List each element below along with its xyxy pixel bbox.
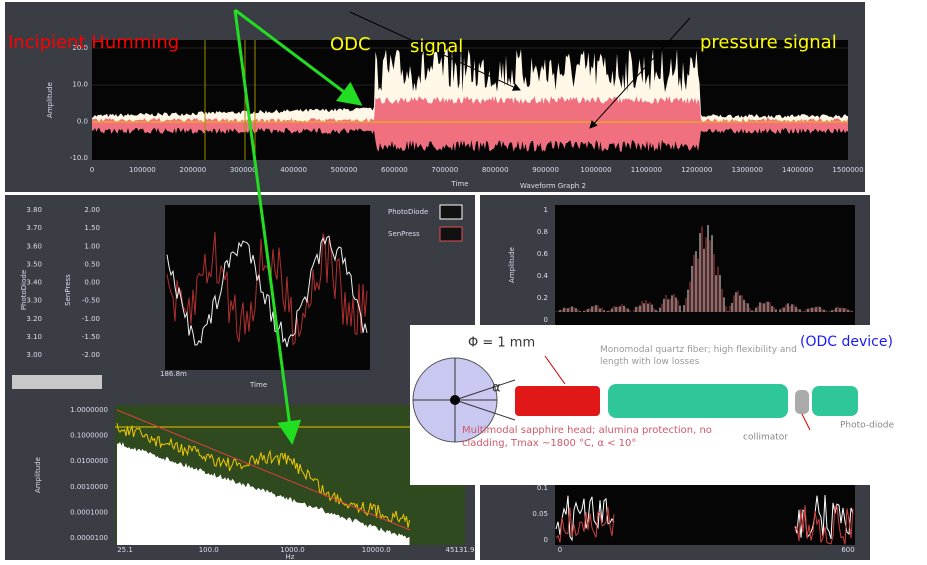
tick-label: 3.20 bbox=[26, 315, 42, 323]
tick-label: 1400000 bbox=[782, 166, 813, 174]
axis-label: Amplitude bbox=[34, 457, 42, 493]
dot bbox=[450, 395, 460, 405]
tick-label: 1200000 bbox=[681, 166, 712, 174]
tick-label: 1300000 bbox=[732, 166, 763, 174]
tick-label: 0.8 bbox=[537, 228, 548, 236]
tick-label: 1 bbox=[544, 206, 548, 214]
toolbar[interactable] bbox=[12, 375, 102, 389]
tick-label: 10000.0 bbox=[362, 546, 391, 554]
tick-label: 0.00 bbox=[84, 279, 100, 287]
tick-label: 3.30 bbox=[26, 297, 42, 305]
legend-entry: SenPress bbox=[388, 230, 420, 238]
device-card: Φ = 1 mm α Monomodal quartz fiber; high … bbox=[410, 325, 925, 485]
legend-swatch bbox=[440, 205, 462, 219]
collimator-shape bbox=[795, 390, 809, 414]
tick-label: 400000 bbox=[280, 166, 307, 174]
tick-label: 3.70 bbox=[26, 224, 42, 232]
axis-label: Time bbox=[249, 381, 267, 389]
tick-label: 3.80 bbox=[26, 206, 42, 214]
tick-label: 0.6 bbox=[537, 250, 549, 258]
tick-label: 0 bbox=[544, 316, 548, 324]
signal: signal bbox=[410, 36, 463, 57]
incipient-humming: Incipient Humming bbox=[8, 32, 179, 53]
tick-label: 0 bbox=[544, 536, 548, 544]
axis-label: Amplitude bbox=[508, 247, 516, 283]
tick-label: 0.0 bbox=[77, 117, 88, 125]
sapphire-head bbox=[515, 386, 600, 416]
tick-label: 700000 bbox=[431, 166, 458, 174]
tick-label: 1.50 bbox=[84, 224, 100, 232]
odc-device: (ODC device) bbox=[800, 334, 893, 350]
tick-label: 800000 bbox=[482, 166, 509, 174]
tick-label: 25.1 bbox=[117, 546, 133, 554]
tick-label: 0 bbox=[90, 166, 94, 174]
tick-label: 0.05 bbox=[532, 510, 548, 518]
tick-label: 0.0001000 bbox=[70, 508, 108, 516]
tick-label: 3.40 bbox=[26, 279, 42, 287]
photodiode-shape bbox=[812, 386, 858, 416]
tick-label: 3.50 bbox=[26, 260, 42, 268]
tick-label: 300000 bbox=[230, 166, 257, 174]
tick-label: 900000 bbox=[532, 166, 559, 174]
fiber-note: Monomodal quartz fiber; high flexibility… bbox=[600, 344, 820, 368]
tick-label: 0 bbox=[558, 546, 562, 554]
fiber bbox=[608, 384, 788, 418]
tick-label: 0.50 bbox=[84, 260, 100, 268]
screen: 20.010.00.0-10.0010000020000030000040000… bbox=[0, 0, 927, 565]
legend-entry: PhotoDiode bbox=[388, 208, 428, 216]
tick-label: -0.50 bbox=[82, 297, 100, 305]
tick-label: 186.8m bbox=[160, 370, 187, 378]
tick-label: 0.1000000 bbox=[70, 432, 108, 440]
tick-label: 600000 bbox=[381, 166, 408, 174]
tick-label: 0.0010000 bbox=[70, 483, 108, 491]
tick-label: 10.0 bbox=[72, 81, 88, 89]
tick-label: -10.0 bbox=[70, 154, 88, 162]
axis-label: Amplitude bbox=[46, 82, 54, 118]
odc: ODC bbox=[330, 34, 371, 55]
tick-label: 3.00 bbox=[26, 351, 42, 359]
head-note: Multimodal sapphire head; alumina protec… bbox=[462, 424, 712, 450]
plot-mid-right bbox=[555, 205, 855, 325]
caption: Waveform Graph 2 bbox=[520, 182, 586, 190]
tick-label: 1000000 bbox=[580, 166, 611, 174]
tick-label: 3.10 bbox=[26, 333, 42, 341]
tick-label: 100000 bbox=[129, 166, 156, 174]
collimator-label: collimator bbox=[743, 433, 788, 443]
tick-label: 45131.9 bbox=[446, 546, 475, 554]
tick-label: 0.4 bbox=[537, 272, 549, 280]
pressure-signal: pressure signal bbox=[700, 32, 837, 53]
axis-label: PhotoDiode bbox=[20, 270, 28, 310]
photodiode-label: Photo-diode bbox=[840, 421, 895, 431]
tick-label: 0.1 bbox=[537, 484, 548, 492]
tick-label: -1.00 bbox=[82, 315, 100, 323]
tick-label: 1500000 bbox=[832, 166, 863, 174]
tick-label: 600 bbox=[841, 546, 854, 554]
alpha: α bbox=[492, 381, 501, 396]
tick-label: 0.2 bbox=[537, 294, 548, 302]
tick-label: 500000 bbox=[331, 166, 358, 174]
diameter: Φ = 1 mm bbox=[468, 336, 535, 351]
tick-label: 1100000 bbox=[631, 166, 662, 174]
tick-label: 2.00 bbox=[84, 206, 100, 214]
tick-label: 3.60 bbox=[26, 242, 42, 250]
tick-label: 100.0 bbox=[199, 546, 219, 554]
axis-label: Time bbox=[450, 180, 468, 188]
tick-label: 1.00 bbox=[84, 242, 100, 250]
tick-label: 1.0000000 bbox=[70, 406, 108, 414]
tick-label: 200000 bbox=[179, 166, 206, 174]
tick-label: -2.00 bbox=[82, 351, 100, 359]
axis-label: Hz bbox=[286, 553, 295, 561]
axis-label: SenPress bbox=[64, 274, 72, 306]
legend-swatch bbox=[440, 227, 462, 241]
tick-label: 0.0100000 bbox=[70, 457, 108, 465]
tick-label: -1.50 bbox=[82, 333, 100, 341]
tick-label: 0.0000100 bbox=[70, 534, 108, 542]
